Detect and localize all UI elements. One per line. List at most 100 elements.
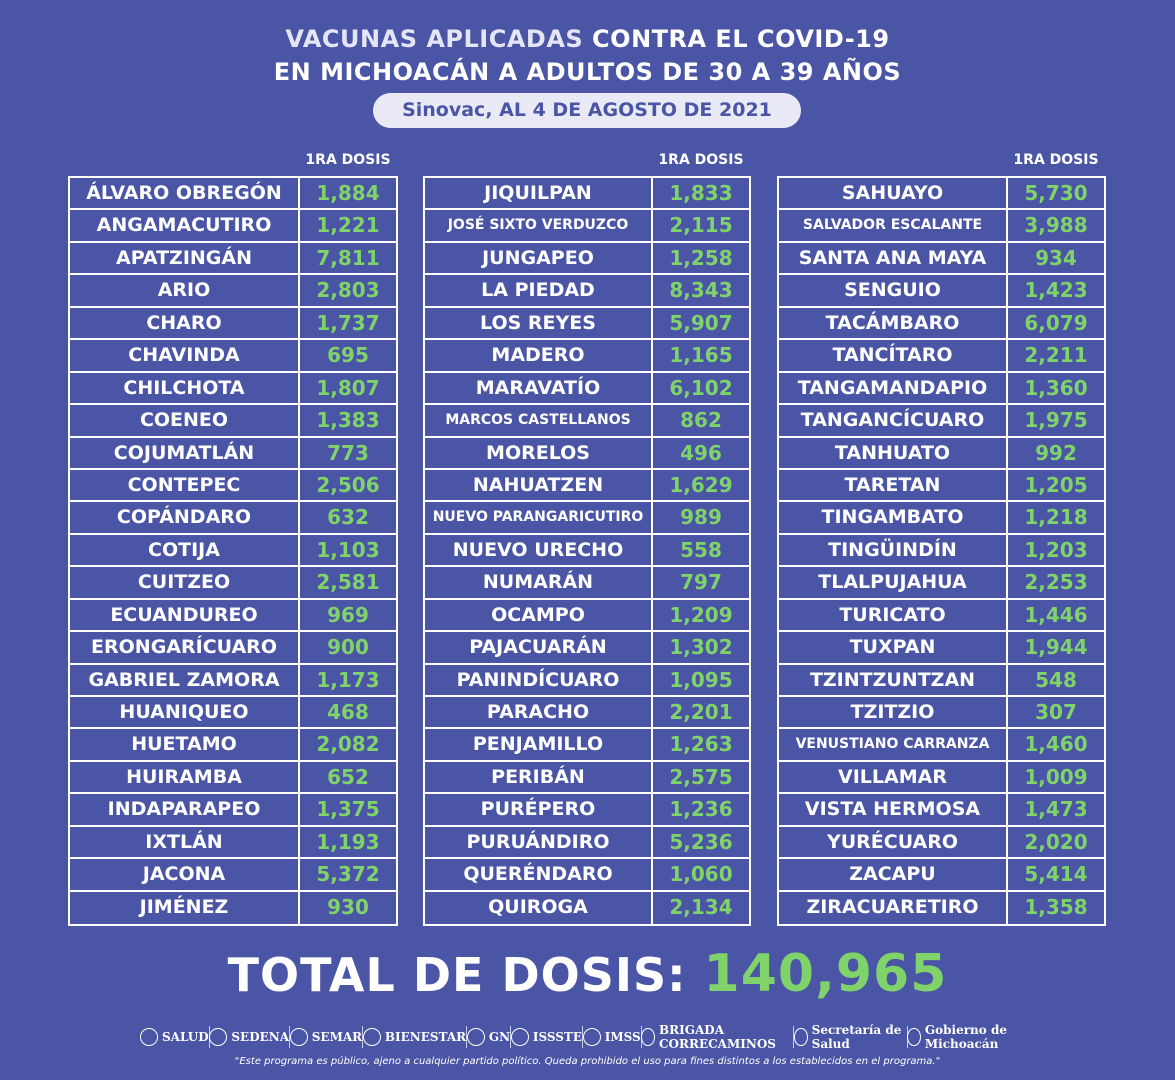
table-row: SENGUIO 1,423 xyxy=(779,275,1104,308)
municipality-name: LOS REYES xyxy=(425,307,653,339)
municipality-name: HUIRAMBA xyxy=(70,761,300,793)
municipality-name: TINGÜINDÍN xyxy=(779,534,1008,566)
table-row: JACONA 5,372 xyxy=(70,859,396,892)
municipality-name: QUIROGA xyxy=(425,891,653,925)
table-row: TINGÜINDÍN 1,203 xyxy=(779,534,1104,568)
dose-count: 1,236 xyxy=(669,797,733,822)
emblem-icon xyxy=(466,1028,485,1046)
dose-count: 6,079 xyxy=(1024,310,1088,335)
dose-count: 1,944 xyxy=(1024,635,1088,660)
table-row: CONTEPEC 2,506 xyxy=(70,469,396,503)
dose-count: 1,737 xyxy=(316,310,380,335)
municipality-name: LA PIEDAD xyxy=(425,275,653,306)
dose-count: 1,629 xyxy=(669,472,733,497)
total-label: TOTAL DE DOSIS: xyxy=(227,948,687,1002)
municipality-name: NUEVO PARANGARICUTIRO xyxy=(425,502,653,533)
logo-separator xyxy=(640,1026,642,1048)
table-row: PENJAMILLO 1,263 xyxy=(425,729,749,762)
dose-count: 2,082 xyxy=(316,732,380,757)
municipality-name: JIMÉNEZ xyxy=(70,891,300,925)
dose-count: 558 xyxy=(680,537,722,562)
table-row: TANGAMANDAPIO 1,360 xyxy=(779,372,1104,406)
dose-count: 1,975 xyxy=(1024,408,1088,433)
dose-count: 6,102 xyxy=(669,375,733,400)
municipality-name: QUERÉNDARO xyxy=(425,859,653,890)
dose-count: 307 xyxy=(1035,700,1077,724)
agency-logo-label: SALUD xyxy=(162,1030,209,1044)
logo-separator xyxy=(466,1026,467,1048)
municipality-name: COJUMATLÁN xyxy=(70,437,300,468)
dose-count: 7,811 xyxy=(316,245,380,270)
municipality-name: CHILCHOTA xyxy=(70,372,300,404)
table-row: PAJACUARÁN 1,302 xyxy=(425,632,749,665)
logo-separator xyxy=(906,1026,908,1048)
municipality-name: MARCOS CASTELLANOS xyxy=(425,405,653,436)
table-row: TLALPUJAHUA 2,253 xyxy=(779,567,1104,600)
dose-count: 930 xyxy=(327,894,369,919)
dose-count: 1,423 xyxy=(1024,278,1088,303)
table-row: YURÉCUARO 2,020 xyxy=(779,826,1104,860)
municipality-name: TINGAMBATO xyxy=(779,502,1008,533)
municipality-name: ERONGARÍCUARO xyxy=(70,632,300,663)
table-row: TUXPAN 1,944 xyxy=(779,632,1104,665)
total-value: 140,965 xyxy=(703,944,948,1004)
table-row: SANTA ANA MAYA 934 xyxy=(779,242,1104,276)
agency-logo: SALUD xyxy=(140,1028,209,1046)
table-row: NUEVO PARANGARICUTIRO 989 xyxy=(425,502,749,535)
dose-count: 1,218 xyxy=(1024,505,1088,530)
logo-separator xyxy=(362,1026,363,1048)
municipality-name: JOSÉ SIXTO VERDUZCO xyxy=(425,210,653,241)
column-header: 1RA DOSIS xyxy=(777,150,1106,176)
table-row: PERIBÁN 2,575 xyxy=(425,761,749,795)
municipality-name: PAJACUARÁN xyxy=(425,632,653,663)
dose-count: 1,446 xyxy=(1024,602,1088,627)
table-row: COTIJA 1,103 xyxy=(70,534,396,568)
municipality-name: COENEO xyxy=(70,405,300,436)
agency-logo-label: Secretaría de Salud xyxy=(811,1023,902,1051)
dose-count: 2,575 xyxy=(669,764,733,789)
municipality-name: TACÁMBARO xyxy=(779,307,1008,339)
table-row: MADERO 1,165 xyxy=(425,340,749,373)
table-row: ARIO 2,803 xyxy=(70,275,396,308)
table-row: TANCÍTARO 2,211 xyxy=(779,340,1104,373)
logo-separator xyxy=(793,1026,795,1048)
agency-logo-label: BIENESTAR xyxy=(384,1030,467,1044)
municipality-name: ZACAPU xyxy=(779,859,1008,890)
dose-count: 1,258 xyxy=(669,245,733,270)
logo-separator xyxy=(510,1026,511,1048)
municipality-name: ANGAMACUTIRO xyxy=(70,210,300,241)
municipality-name: ZIRACUARETIRO xyxy=(779,891,1008,925)
table-row: ERONGARÍCUARO 900 xyxy=(70,632,396,665)
table-row: JOSÉ SIXTO VERDUZCO 2,115 xyxy=(425,210,749,243)
dose-count: 548 xyxy=(1035,667,1077,692)
subtitle-pill: Sinovac, AL 4 DE AGOSTO DE 2021 xyxy=(373,93,801,128)
municipality-name: CHAVINDA xyxy=(70,340,300,371)
municipality-name: COTIJA xyxy=(70,534,300,566)
total-doses: TOTAL DE DOSIS: 140,965 xyxy=(0,944,1175,1004)
dose-count: 2,201 xyxy=(669,700,733,724)
agency-logo: IMSS xyxy=(582,1028,641,1046)
municipality-name: TANHUATO xyxy=(779,437,1008,468)
agency-logo: SEMAR xyxy=(289,1028,362,1046)
dose-count: 3,988 xyxy=(1024,213,1088,238)
table-row: TINGAMBATO 1,218 xyxy=(779,502,1104,535)
dose-count: 773 xyxy=(327,440,369,465)
municipality-name: GABRIEL ZAMORA xyxy=(70,664,300,695)
municipality-name: SALVADOR ESCALANTE xyxy=(779,210,1008,241)
municipality-name: ECUANDUREO xyxy=(70,599,300,631)
dose-count: 1,473 xyxy=(1024,797,1088,822)
dose-count: 1,360 xyxy=(1024,375,1088,400)
table-row: ÁLVARO OBREGÓN 1,884 xyxy=(70,178,396,211)
table-row: TZITZIO 307 xyxy=(779,697,1104,730)
table-row: SAHUAYO 5,730 xyxy=(779,178,1104,211)
dose-count: 969 xyxy=(327,602,369,627)
table-column-3: 1RA DOSIS SAHUAYO 5,730 SALVADOR ESCALANTE… xyxy=(777,150,1106,927)
municipality-name: PERIBÁN xyxy=(425,761,653,793)
dose-count: 632 xyxy=(327,505,369,530)
dose-count: 2,506 xyxy=(316,472,380,497)
table-row: JIMÉNEZ 930 xyxy=(70,891,396,925)
column-header: 1RA DOSIS xyxy=(423,150,751,176)
dose-count: 496 xyxy=(680,440,722,465)
agency-logo: ISSSTE xyxy=(510,1028,582,1046)
municipality-name: PURÉPERO xyxy=(425,794,653,825)
